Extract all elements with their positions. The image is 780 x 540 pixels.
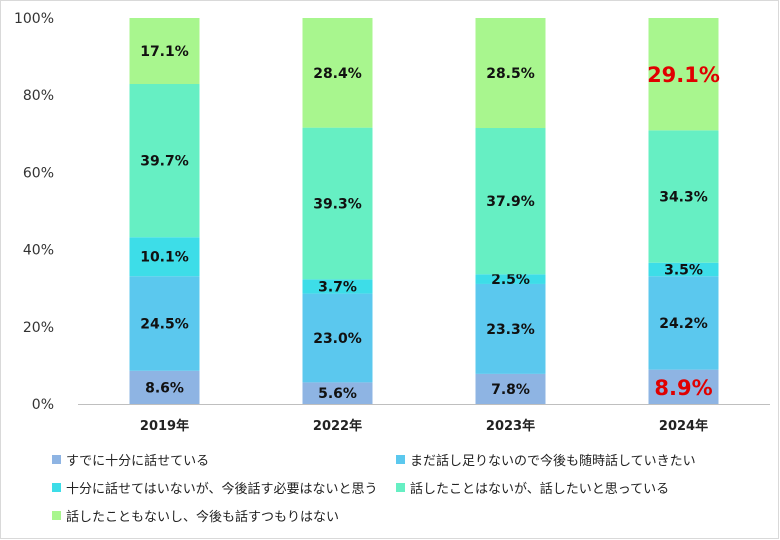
bar-segment [129,276,200,371]
data-label: 28.4% [313,66,362,82]
y-tick-label: 80% [23,88,54,104]
legend-item: 話したことはないが、話したいと思っている [396,478,669,497]
legend-label: 十分に話せてはいないが、今後話す必要はないと思う [66,482,378,497]
bar-segment [302,382,373,404]
legend-swatch [52,483,61,492]
data-label: 10.1% [140,250,189,266]
data-label: 8.6% [145,380,184,396]
data-label: 24.5% [140,317,189,333]
bar-segment [475,373,546,404]
data-label: 5.6% [318,386,357,402]
bar-segment [302,279,373,294]
legend-swatch [396,483,405,492]
legend-swatch [52,455,61,464]
bar-segment [648,18,719,131]
x-tick-label: 2023年 [486,418,535,434]
data-label: 3.7% [318,279,357,295]
x-tick-label: 2024年 [659,418,708,434]
bar-segment [648,130,719,263]
y-tick-label: 40% [23,243,54,259]
bar-segment [129,84,200,238]
data-label: 2.5% [491,272,530,288]
bar-segment [475,283,546,374]
y-tick-label: 60% [23,165,54,181]
bar-segment [475,128,546,275]
data-label: 23.0% [313,331,362,347]
x-tick-label: 2022年 [313,418,362,434]
legend-label: まだ話し足りないので今後も随時話していきたい [410,454,696,469]
bar-segment [129,237,200,277]
y-tick-label: 20% [23,320,54,336]
bar-segment [648,369,719,404]
bar-segment [302,127,373,280]
bar-segment [648,276,719,370]
data-label: 29.1% [647,63,720,87]
bar-segment [129,18,200,85]
data-label: 34.3% [659,190,708,206]
legend-swatch [52,511,61,520]
data-label: 17.1% [140,44,189,60]
data-label: 8.9% [654,376,712,400]
data-label: 3.5% [664,262,703,278]
legend-item: すでに十分に話せている [52,450,209,469]
legend-item: 十分に話せてはいないが、今後話す必要はないと思う [52,478,377,497]
data-label: 23.3% [486,322,535,338]
legend-label: すでに十分に話せている [66,454,210,469]
legend-item: 話したこともないし、今後も話すつもりはない [52,506,339,525]
data-label: 39.3% [313,196,362,212]
data-label: 28.5% [486,66,535,82]
y-tick-label: 100% [14,11,54,27]
bar-segment [475,274,546,284]
bar-segment [648,262,719,277]
legend-swatch [396,455,405,464]
legend-label: 話したことはないが、話したいと思っている [410,482,670,497]
data-label: 37.9% [486,194,535,210]
x-tick-label: 2019年 [140,418,189,434]
bar-segment [475,18,546,129]
data-label: 24.2% [659,316,708,332]
data-label: 7.8% [491,382,530,398]
stacked-bar-plot: 0% 20% 40% 60% 80% 100% 8.6% 24.5% 10.1% 39.7% 17.… [14,11,770,434]
legend-item: まだ話し足りないので今後も随時話していきたい [396,450,696,469]
bar-segment [302,18,373,128]
data-label: 39.7% [140,154,189,170]
legend-label: 話したこともないし、今後も話すつもりはない [66,510,340,525]
y-tick-label: 0% [32,397,54,413]
bar-segment [129,370,200,404]
bar-segment [302,293,373,383]
